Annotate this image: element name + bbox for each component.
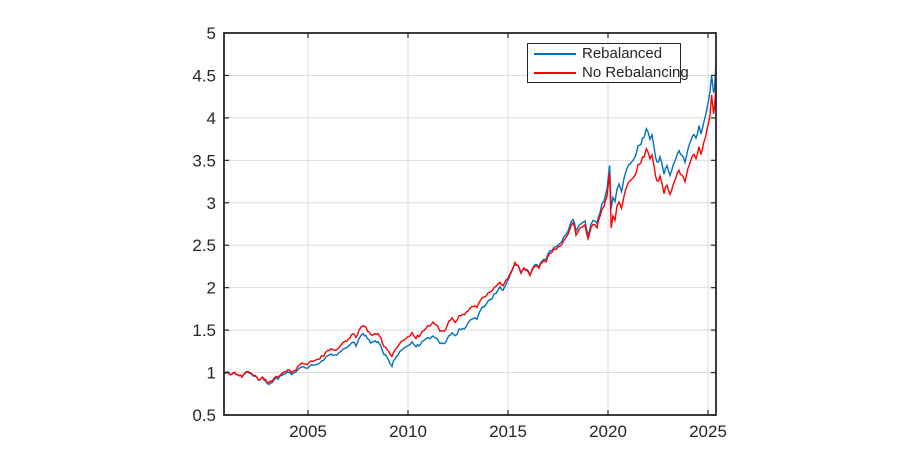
legend-line-sample-rebalanced bbox=[534, 52, 576, 55]
y-tick-label: 4 bbox=[207, 109, 216, 128]
series-line-no-rebalancing bbox=[224, 77, 716, 384]
series-line-rebalanced bbox=[224, 55, 716, 386]
legend-label-no-rebalancing: No Rebalancing bbox=[582, 64, 689, 81]
y-tick-label: 3.5 bbox=[192, 151, 216, 170]
legend-item-rebalanced: Rebalanced bbox=[528, 44, 680, 63]
y-tick-label: 2 bbox=[207, 279, 216, 298]
axes-box bbox=[223, 32, 717, 416]
y-tick-label: 5 bbox=[207, 24, 216, 43]
x-tick-label: 2015 bbox=[489, 422, 527, 441]
x-tick-label: 2010 bbox=[389, 422, 427, 441]
y-tick-label: 1 bbox=[207, 364, 216, 383]
y-tick-label: 1.5 bbox=[192, 321, 216, 340]
x-tick-label: 2025 bbox=[689, 422, 727, 441]
x-tick-label: 2020 bbox=[589, 422, 627, 441]
y-tick-label: 2.5 bbox=[192, 236, 216, 255]
legend-line-sample-no-rebalancing bbox=[534, 71, 576, 74]
legend-label-rebalanced: Rebalanced bbox=[582, 45, 663, 62]
legend: Rebalanced No Rebalancing bbox=[527, 43, 689, 83]
y-tick-label: 4.5 bbox=[192, 66, 216, 85]
legend-item-no-rebalancing: No Rebalancing bbox=[528, 63, 689, 82]
y-tick-label: 3 bbox=[207, 194, 216, 213]
x-tick-label: 2005 bbox=[289, 422, 327, 441]
y-tick-label: 0.5 bbox=[192, 406, 216, 425]
